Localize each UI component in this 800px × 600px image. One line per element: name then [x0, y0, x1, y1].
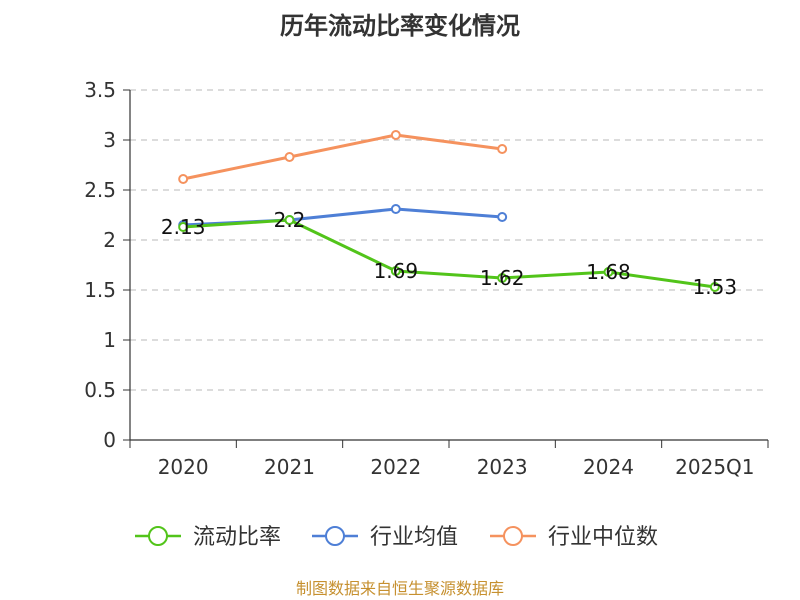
x-tick-label: 2022 [370, 455, 421, 479]
y-tick-label: 0.5 [84, 378, 116, 402]
y-tick-label: 0 [103, 428, 116, 452]
series-lines [178, 130, 720, 292]
grid-lines [130, 89, 768, 391]
data-label: 2.2 [274, 208, 306, 232]
x-tick-label: 2023 [477, 455, 528, 479]
legend-item[interactable]: 行业均值 [312, 525, 458, 550]
series-0-point [284, 215, 295, 225]
data-label: 2.13 [161, 215, 206, 239]
series-0-line [183, 218, 716, 289]
series-2-point [497, 144, 508, 154]
series-2-line [182, 133, 503, 181]
legend-label: 行业均值 [370, 525, 458, 550]
legend-label: 流动比率 [193, 525, 281, 550]
x-tick-label: 2024 [583, 455, 634, 479]
data-label: 1.62 [480, 266, 525, 290]
series-1-point [497, 212, 508, 222]
y-tick-label: 1.5 [84, 278, 116, 302]
data-labels: 2.13 2.2 1.69 1.62 1.68 1.53 [161, 208, 737, 299]
series-2-point [284, 152, 295, 162]
axis-ticks: 0 0.5 1 1.5 2 2.5 3 3.5 2020 2021 2022 2023 2024 2025… [84, 78, 769, 479]
y-tick-label: 2.5 [84, 178, 116, 202]
x-tick-label: 2021 [264, 455, 315, 479]
legend-label: 行业中位数 [548, 525, 658, 550]
series-0-point [603, 267, 614, 277]
legend-marker-icon [148, 526, 168, 546]
legend[interactable]: 流动比率 行业均值 行业中位数 [135, 525, 658, 550]
data-label: 1.53 [693, 275, 738, 299]
data-label: 1.68 [586, 260, 631, 284]
x-tick-label: 2020 [158, 455, 209, 479]
series-0-point [390, 266, 401, 276]
series-2-point [390, 130, 401, 140]
y-tick-label: 3 [103, 128, 116, 152]
series-1-point [390, 204, 401, 214]
data-source-note: 制图数据来自恒生聚源数据库 [296, 579, 504, 598]
chart-title: 历年流动比率变化情况 [280, 12, 520, 40]
data-label: 1.69 [374, 259, 419, 283]
legend-marker-icon [325, 526, 345, 546]
y-tick-label: 2 [103, 228, 116, 252]
y-tick-label: 3.5 [84, 78, 116, 102]
legend-item[interactable]: 行业中位数 [490, 525, 658, 550]
series-0-point [709, 282, 720, 292]
series-2-point [178, 174, 189, 184]
y-tick-label: 1 [103, 328, 116, 352]
x-tick-label: 2025Q1 [675, 455, 754, 479]
legend-marker-icon [503, 526, 523, 546]
series-0-point [497, 273, 508, 283]
legend-item[interactable]: 流动比率 [135, 525, 281, 550]
series-0-point [178, 222, 189, 232]
